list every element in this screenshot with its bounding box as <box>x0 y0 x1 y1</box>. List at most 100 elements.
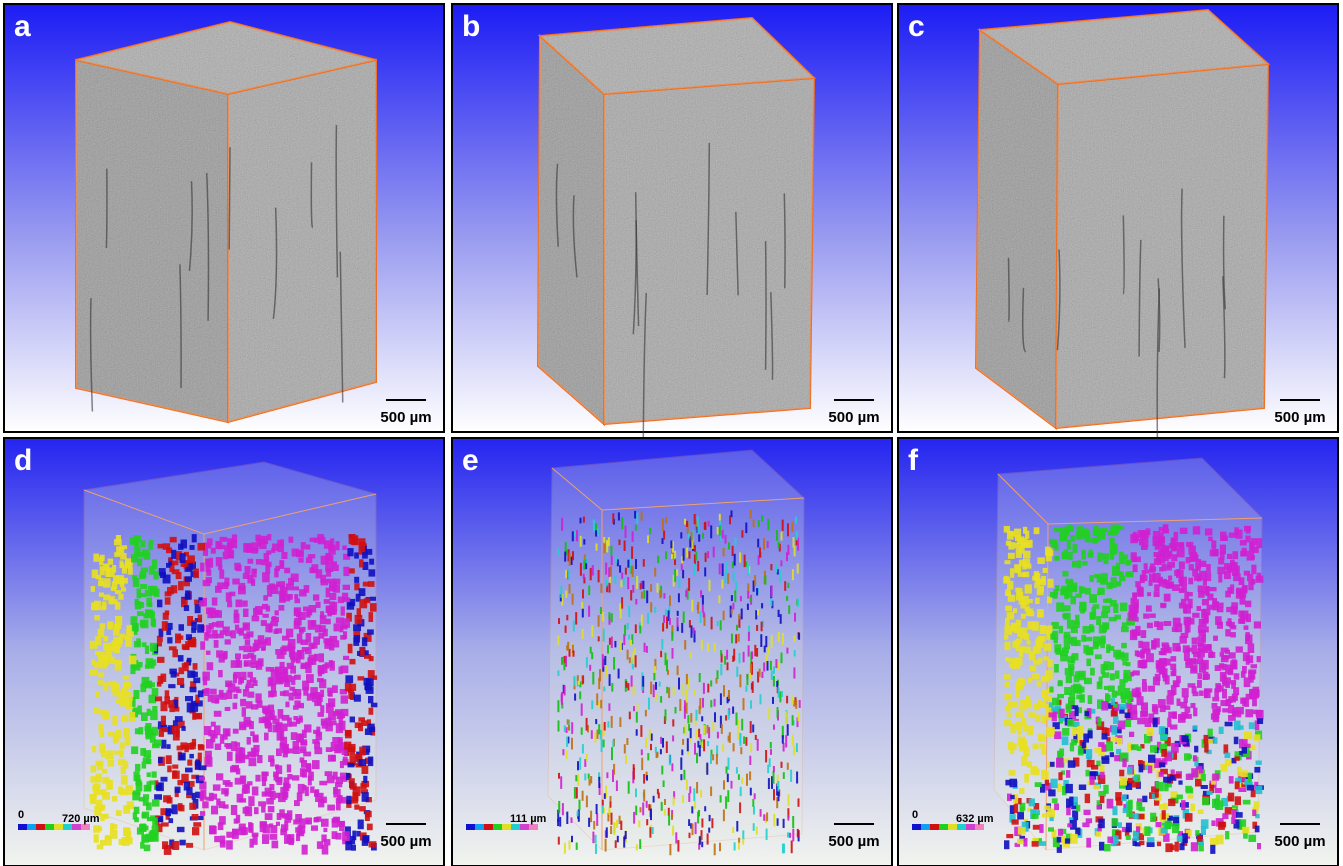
pore-cluster <box>778 790 780 801</box>
pore-cluster <box>191 622 197 630</box>
pore-cluster <box>1023 551 1031 558</box>
pore-cluster <box>287 764 291 772</box>
pore-cluster <box>326 588 331 598</box>
pore-cluster <box>138 662 143 667</box>
pore-cluster <box>336 802 341 810</box>
pore-cluster <box>1137 746 1142 751</box>
pore-cluster <box>741 778 743 784</box>
pore-cluster <box>358 538 365 545</box>
pore-cluster <box>283 792 289 798</box>
pore-cluster <box>598 570 600 582</box>
pore-cluster <box>717 670 719 679</box>
pore-cluster <box>787 832 789 837</box>
pore-cluster <box>690 713 692 723</box>
pore-cluster <box>264 733 269 741</box>
pore-cluster <box>183 646 190 651</box>
pore-cluster <box>111 683 117 692</box>
pore-cluster <box>140 748 146 756</box>
pore-cluster <box>233 703 238 710</box>
pore-cluster <box>314 790 318 797</box>
pore-cluster <box>591 625 593 637</box>
pore-cluster <box>699 706 701 714</box>
pore-cluster <box>136 638 141 645</box>
pore-cluster <box>617 559 619 566</box>
pore-cluster <box>108 760 115 767</box>
pore-cluster <box>1202 599 1209 605</box>
pore-cluster <box>770 749 772 755</box>
pore-cluster <box>645 710 647 717</box>
pore-cluster <box>98 672 104 677</box>
pore-cluster <box>1245 709 1253 717</box>
pore-cluster <box>207 634 215 639</box>
pore-cluster <box>627 650 629 660</box>
pore-cluster <box>1159 726 1165 734</box>
pore-cluster <box>638 820 640 827</box>
pore-cluster <box>636 729 638 736</box>
pore-cluster <box>1034 527 1040 534</box>
pore-cluster <box>151 617 155 626</box>
pore-cluster <box>1016 548 1022 558</box>
pore-cluster <box>624 625 626 636</box>
pore-cluster <box>694 690 696 695</box>
pore-cluster <box>619 816 621 824</box>
pore-cluster <box>1211 540 1216 549</box>
pore-cluster <box>740 747 742 754</box>
pore-cluster <box>112 581 118 589</box>
pore-cluster <box>680 757 682 769</box>
pore-cluster <box>255 693 261 702</box>
pore-cluster <box>561 518 563 531</box>
pore-cluster <box>754 575 756 586</box>
pore-cluster <box>753 520 755 528</box>
pore-cluster <box>627 623 629 630</box>
pore-cluster <box>665 517 667 523</box>
pore-cluster <box>1044 806 1050 811</box>
pore-cluster <box>90 669 98 676</box>
pore-cluster <box>649 827 651 838</box>
pore-cluster <box>336 617 344 623</box>
pore-cluster <box>200 791 204 801</box>
pore-cluster <box>607 645 609 654</box>
pore-cluster <box>116 810 122 816</box>
pore-cluster <box>167 766 172 773</box>
pore-cluster <box>236 600 243 608</box>
pore-cluster <box>728 710 730 720</box>
pore-cluster <box>1091 765 1098 770</box>
pore-cluster <box>672 648 674 659</box>
pore-cluster <box>1222 708 1229 712</box>
pore-cluster <box>771 585 773 597</box>
pore-cluster <box>635 525 637 531</box>
pore-cluster <box>134 690 140 699</box>
pore-cluster <box>297 793 303 802</box>
pore-cluster <box>770 742 772 748</box>
pore-cluster <box>369 559 374 565</box>
pore-cluster <box>1125 572 1132 577</box>
pore-cluster <box>1086 770 1090 777</box>
pore-cluster <box>643 590 645 598</box>
pore-cluster <box>564 725 566 732</box>
pore-cluster <box>1162 564 1167 572</box>
pore-cluster <box>153 571 158 580</box>
pore-cluster <box>1116 563 1120 569</box>
pore-cluster <box>792 715 794 725</box>
pore-cluster <box>689 551 691 559</box>
pore-cluster <box>126 691 131 695</box>
pore-cluster <box>263 716 270 722</box>
pore-cluster <box>571 722 573 734</box>
pore-cluster <box>171 550 176 559</box>
pore-cluster <box>689 833 691 838</box>
pore-cluster <box>650 584 652 592</box>
pore-cluster <box>164 696 170 704</box>
pore-cluster <box>593 520 595 533</box>
pore-cluster <box>583 574 585 579</box>
pore-cluster <box>1201 819 1209 829</box>
pore-cluster <box>1252 546 1259 553</box>
pore-cluster <box>744 555 746 568</box>
pore-cluster <box>305 818 312 825</box>
pore-cluster <box>681 750 683 756</box>
pore-cluster <box>701 819 703 828</box>
pore-cluster <box>674 551 676 559</box>
pore-cluster <box>345 730 352 738</box>
pore-cluster <box>557 548 559 556</box>
pore-cluster <box>223 652 227 659</box>
pore-cluster <box>1086 647 1094 655</box>
